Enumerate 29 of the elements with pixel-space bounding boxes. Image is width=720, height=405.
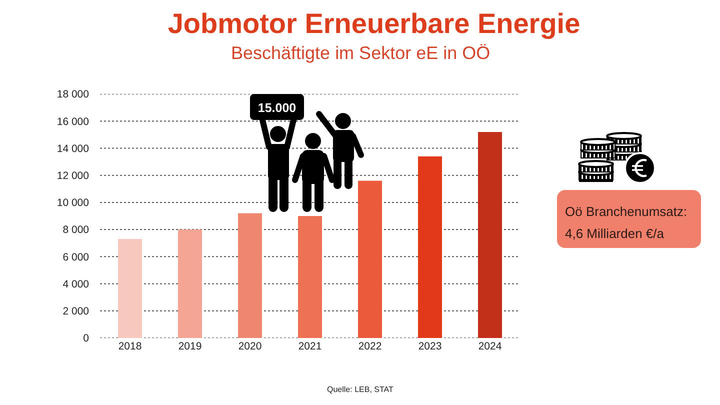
y-tick-label: 14 000 xyxy=(56,142,90,155)
y-tick-label: 8 000 xyxy=(62,224,90,236)
x-tick-label: 2023 xyxy=(418,340,442,352)
y-tick-label: 16 000 xyxy=(56,116,90,128)
bar xyxy=(238,213,262,338)
chart-title: Jobmotor Erneuerbare Energie xyxy=(168,8,580,39)
bar xyxy=(178,230,202,338)
bar xyxy=(358,180,382,338)
x-tick-label: 2021 xyxy=(298,340,322,352)
y-tick-label: 4 000 xyxy=(62,278,90,290)
x-tick-label: 2018 xyxy=(118,340,142,352)
bar xyxy=(418,156,442,338)
chart-subtitle: Beschäftigte im Sektor eE in OÖ xyxy=(231,43,490,63)
y-tick-label: 12 000 xyxy=(56,170,90,182)
bar xyxy=(478,132,502,338)
x-tick-label: 2020 xyxy=(238,340,262,352)
bar xyxy=(298,216,322,338)
y-tick-label: 6 000 xyxy=(62,251,90,264)
x-tick-label: 2024 xyxy=(478,340,502,352)
x-tick-label: 2019 xyxy=(178,340,202,352)
y-tick-label: 10 000 xyxy=(56,197,90,210)
y-tick-label: 0 xyxy=(83,332,90,345)
annotation: 15.000 xyxy=(258,101,296,115)
info-card: Oö Branchenumsatz: 4,6 Milliarden €/a xyxy=(557,190,701,248)
bar xyxy=(118,239,142,338)
y-tick-label: 2 000 xyxy=(62,306,90,318)
x-tick-label: 2022 xyxy=(358,340,382,352)
y-tick-label: 18 000 xyxy=(56,88,90,101)
source-note: Quelle: LEB, STAT xyxy=(327,385,394,394)
